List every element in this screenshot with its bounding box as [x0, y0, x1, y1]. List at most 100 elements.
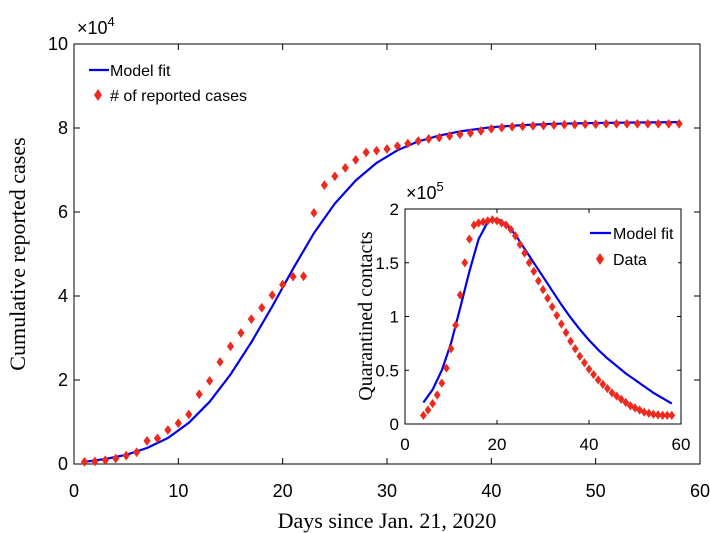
data-point-marker [484, 216, 492, 226]
data-point-marker [310, 207, 318, 218]
data-point-marker [539, 285, 547, 295]
data-point-marker [498, 122, 506, 133]
y-tick-label: 0 [58, 454, 68, 474]
inset-chart: 0 20 40 60 0 0.5 1 1.5 2 ×105 Quarantined contac… [355, 179, 690, 454]
data-point-marker [560, 119, 568, 130]
inset-y-exponent: ×105 [406, 179, 444, 203]
data-point-marker [553, 310, 561, 321]
data-point-marker [544, 293, 551, 303]
y-tick-label: 1.5 [375, 254, 399, 273]
data-point-marker [636, 405, 643, 415]
data-point-marker [475, 218, 482, 228]
data-point-marker [404, 138, 412, 149]
main-series [80, 118, 683, 467]
x-tick-label: 60 [690, 481, 710, 501]
x-tick-label: 20 [273, 481, 293, 501]
data-point-marker [424, 405, 432, 415]
data-point-marker [425, 134, 433, 144]
model-fit-line [422, 217, 673, 405]
data-point-marker [550, 120, 558, 130]
main-y-exponent: ×104 [77, 14, 115, 38]
data-point-marker [268, 290, 276, 301]
x-tick-label: 0 [69, 481, 79, 501]
data-point-marker [665, 118, 673, 129]
main-legend-entry-model-fit: Model fit [110, 63, 171, 80]
data-point-marker [216, 357, 224, 367]
data-point-marker [576, 351, 584, 361]
y-tick-label: 2 [390, 200, 399, 219]
x-tick-label: 10 [168, 481, 188, 501]
data-point-marker [470, 220, 478, 230]
inset-series [420, 215, 676, 420]
data-point-marker [512, 231, 519, 241]
data-point-marker [508, 121, 516, 132]
data-point-marker [502, 220, 510, 230]
data-point-marker [599, 379, 607, 389]
data-point-marker [383, 144, 391, 154]
inset-legend-entry-model-fit: Model fit [613, 226, 674, 243]
data-point-marker [529, 121, 537, 131]
data-point-marker [585, 364, 593, 374]
data-point-marker [289, 271, 297, 282]
data-point-marker [654, 410, 662, 420]
inset-legend-diamond-swatch [596, 253, 604, 265]
y-tick-label: 2 [58, 370, 68, 390]
data-point-marker [530, 266, 538, 276]
main-y-axis-label: Cumulative reported cases [5, 137, 30, 370]
inset-ticks: 0 20 40 60 0 0.5 1 1.5 2 [375, 200, 690, 454]
data-point-marker [659, 410, 666, 420]
data-point-marker [623, 118, 631, 129]
data-point-marker [206, 375, 214, 386]
y-tick-label: 8 [58, 118, 68, 138]
data-point-marker [247, 314, 255, 324]
main-legend-diamond-swatch [94, 89, 102, 101]
x-tick-label: 60 [672, 435, 691, 454]
data-point-marker [622, 397, 630, 408]
data-point-marker [519, 121, 527, 132]
data-point-marker [447, 344, 455, 354]
data-point-marker [456, 129, 464, 140]
data-point-marker [372, 145, 381, 156]
data-point-marker [438, 378, 446, 388]
data-point-marker [571, 119, 579, 130]
main-legend: Model fit # of reported cases [80, 56, 280, 112]
data-point-marker [466, 128, 475, 138]
main-legend-entry-reported-cases: # of reported cases [110, 88, 247, 105]
data-point-marker [352, 155, 360, 165]
data-point-marker [581, 358, 588, 368]
data-point-marker [143, 436, 151, 446]
data-point-marker [644, 118, 652, 129]
data-point-marker [571, 344, 579, 354]
data-point-marker [133, 447, 141, 458]
main-legend-box [80, 56, 280, 112]
x-tick-label: 0 [400, 435, 409, 454]
data-point-marker [562, 328, 570, 338]
data-point-marker [548, 302, 556, 312]
data-point-marker [477, 126, 485, 136]
data-point-marker [479, 217, 487, 227]
data-point-marker [650, 409, 657, 419]
data-point-marker [507, 224, 515, 235]
data-point-marker [466, 234, 473, 244]
data-point-marker [581, 119, 589, 130]
data-point-marker [443, 363, 450, 373]
data-point-marker [446, 131, 454, 141]
data-point-marker [226, 341, 235, 352]
data-point-marker [487, 123, 495, 134]
inset-legend: Model fit Data [582, 217, 678, 271]
data-point-marker [185, 409, 193, 420]
x-tick-label: 30 [377, 481, 397, 501]
data-point-marker [91, 456, 99, 467]
data-point-marker [558, 319, 565, 329]
data-point-marker [433, 390, 441, 400]
data-point-marker [604, 383, 611, 394]
x-tick-label: 40 [481, 481, 501, 501]
data-point-marker [362, 147, 370, 158]
data-point-marker [195, 389, 203, 400]
y-tick-label: 10 [48, 34, 68, 54]
data-point-marker [654, 118, 662, 129]
y-tick-label: 0 [390, 415, 399, 434]
data-point-marker [516, 239, 524, 250]
inset-y-axis-label: Quarantined contacts [355, 231, 377, 401]
